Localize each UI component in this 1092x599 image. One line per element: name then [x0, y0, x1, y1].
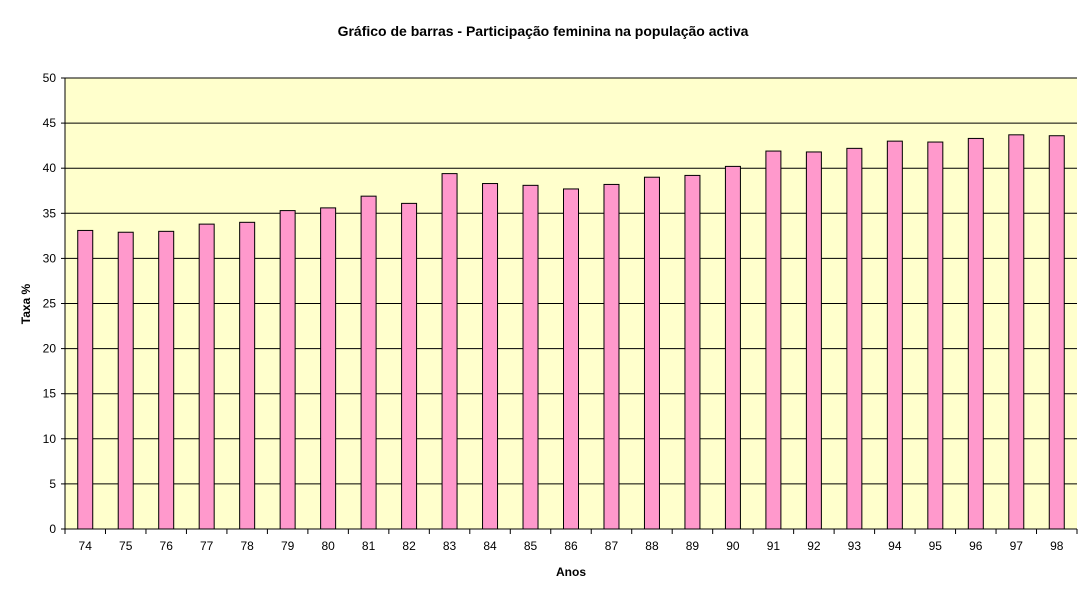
- bar: [603, 183, 620, 530]
- y-tick-label: 15: [43, 387, 57, 401]
- x-tick-label: 75: [119, 539, 133, 553]
- bar: [724, 165, 741, 530]
- y-axis-title: Taxa %: [19, 283, 33, 324]
- x-tick-label: 81: [362, 539, 376, 553]
- x-tick-label: 98: [1050, 539, 1064, 553]
- bar: [117, 231, 134, 530]
- y-tick-label: 20: [43, 342, 57, 356]
- x-tick-label: 83: [443, 539, 457, 553]
- x-tick-label: 76: [160, 539, 174, 553]
- bar: [441, 173, 458, 530]
- x-axis-title: Anos: [556, 565, 586, 579]
- bar: [320, 207, 337, 530]
- x-tick-label: 84: [483, 539, 497, 553]
- plot-area: 0 5 10 15 20 25 30 35 40 45 50 74 75 76 77 78 79 80 81 82 83…: [43, 71, 1078, 553]
- bar: [279, 210, 296, 530]
- bar: [401, 202, 418, 530]
- y-tick-label: 30: [43, 251, 57, 265]
- x-tick-label: 74: [79, 539, 93, 553]
- bar: [805, 151, 822, 530]
- y-tick-label: 25: [43, 297, 57, 311]
- bar: [239, 221, 256, 530]
- x-tick-label: 92: [807, 539, 821, 553]
- bar: [563, 188, 579, 530]
- y-tick-label: 45: [43, 116, 57, 130]
- x-tick-label: 97: [1010, 539, 1024, 553]
- bar: [643, 176, 660, 530]
- bar: [1048, 135, 1065, 530]
- bar: [522, 184, 539, 530]
- x-tick-label: 91: [767, 539, 781, 553]
- bar: [927, 141, 944, 530]
- x-tick-label: 94: [888, 539, 902, 553]
- bar: [198, 223, 215, 530]
- x-tick-label: 93: [848, 539, 862, 553]
- chart-title: Gráfico de barras - Participação feminin…: [338, 23, 749, 39]
- x-tick-label: 82: [402, 539, 416, 553]
- bar: [158, 230, 175, 530]
- x-tick-label: 87: [605, 539, 619, 553]
- y-tick-label: 35: [43, 206, 57, 220]
- y-tick-label: 10: [43, 432, 57, 446]
- x-tick-label: 90: [726, 539, 740, 553]
- bar: [482, 183, 499, 530]
- bar: [967, 137, 984, 530]
- x-tick-label: 79: [281, 539, 295, 553]
- x-tick-label: 77: [200, 539, 214, 553]
- bar: [684, 174, 701, 530]
- x-tick-label: 96: [969, 539, 983, 553]
- bar: [77, 229, 94, 530]
- x-tick-label: 80: [321, 539, 335, 553]
- x-tick-label: 95: [929, 539, 943, 553]
- x-tick-label: 78: [240, 539, 254, 553]
- bar: [846, 147, 863, 530]
- x-tick-label: 88: [645, 539, 659, 553]
- bar: [886, 140, 903, 530]
- y-tick-label: 50: [43, 71, 57, 85]
- x-tick-label: 86: [564, 539, 578, 553]
- bar: [1008, 134, 1025, 530]
- y-tick-label: 0: [49, 522, 56, 536]
- bar: [765, 150, 782, 530]
- x-tick-label: 89: [686, 539, 700, 553]
- y-tick-label: 5: [49, 477, 56, 491]
- y-tick-label: 40: [43, 161, 57, 175]
- x-tick-label: 85: [524, 539, 538, 553]
- bar: [360, 195, 377, 530]
